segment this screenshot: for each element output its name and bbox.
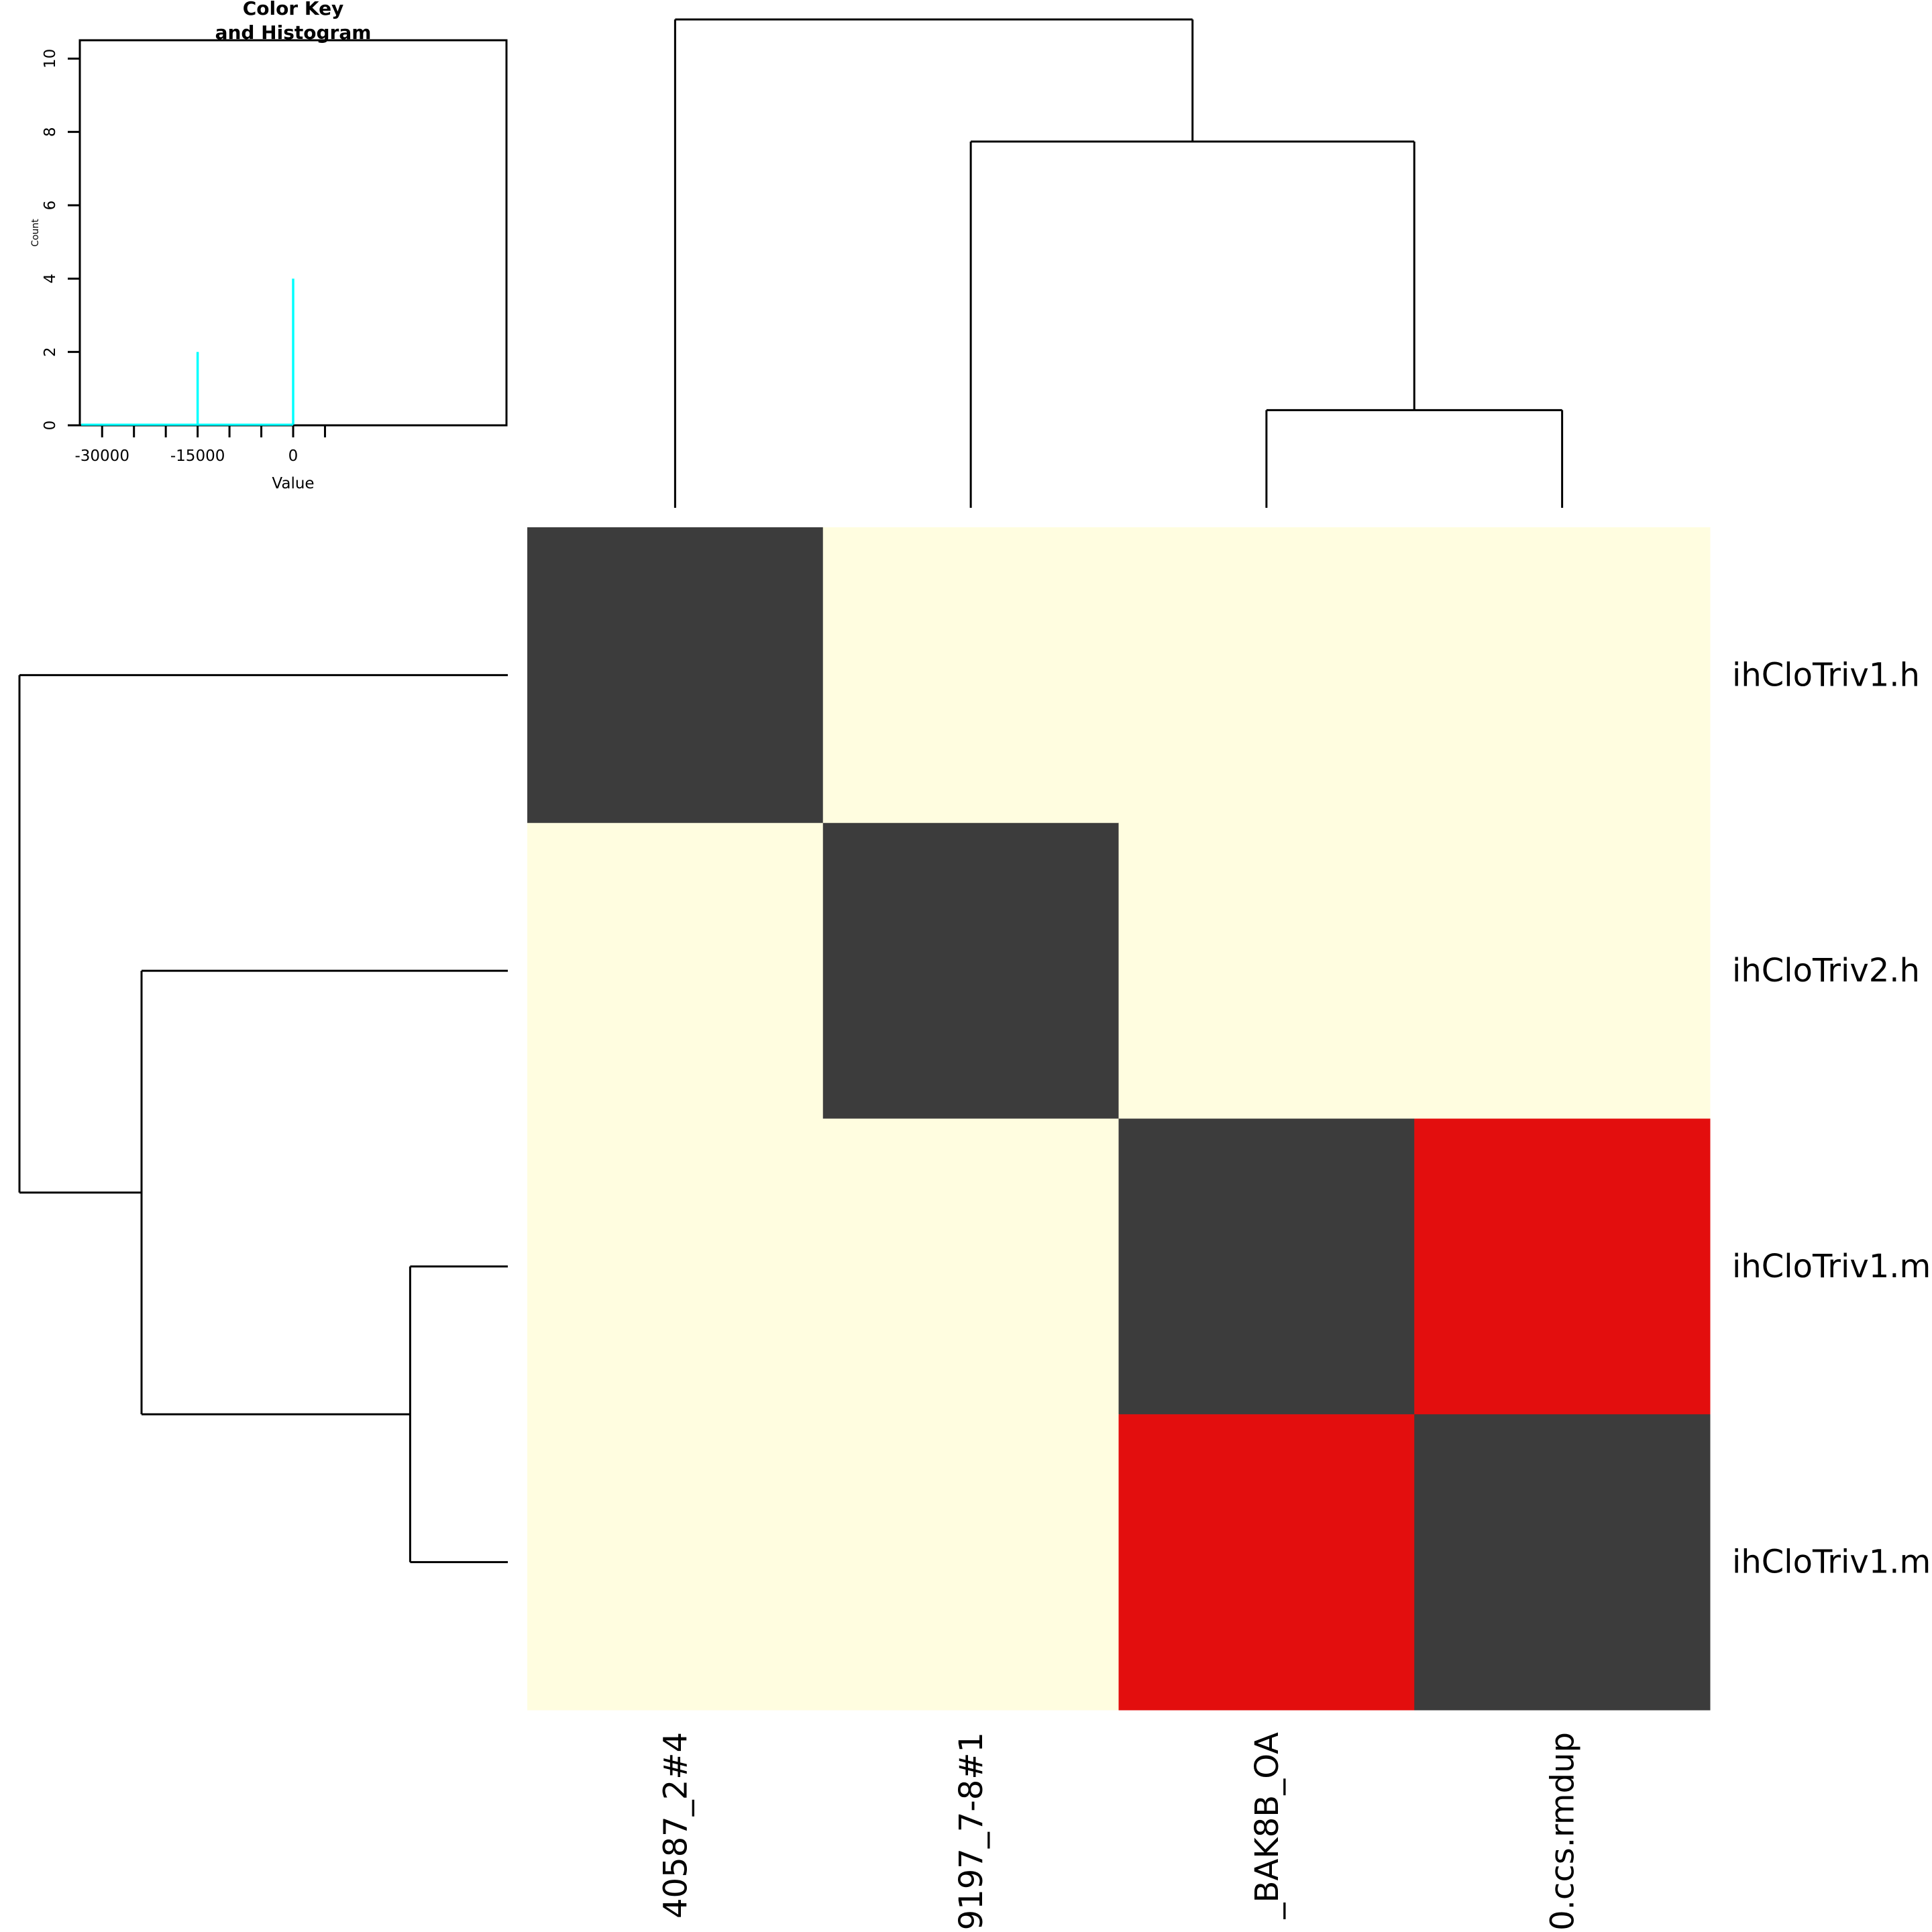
x-tick-label: -15000 <box>170 447 225 465</box>
row-label: ihCloTriv1.m <box>1732 1544 1931 1581</box>
y-tick-label: 2 <box>42 347 59 357</box>
heatmap-cell <box>1118 1118 1415 1415</box>
x-axis-label: Value <box>272 475 314 492</box>
heatmap-cell <box>1414 1414 1711 1711</box>
heatmap-cell <box>527 1414 824 1711</box>
heatmap-cell <box>1118 822 1415 1119</box>
heatmap-cell <box>527 1118 824 1415</box>
heatmap-cells <box>527 527 1711 1711</box>
y-tick-label: 4 <box>42 274 59 284</box>
heatmap-cell <box>527 527 824 824</box>
row-dendrogram <box>18 674 508 1564</box>
heatmap-cell <box>822 822 1119 1119</box>
column-label: _BAK8B_OA <box>1248 1732 1286 1920</box>
row-labels: ihCloTriv1.h ihCloTriv2.h ihCloTriv1.m ihCl… <box>1732 656 1931 1580</box>
column-label: 9197_7-8#1 <box>953 1732 990 1930</box>
heatmap-cell <box>527 822 824 1119</box>
heatmap-cell <box>1414 527 1711 824</box>
row-label: ihCloTriv1.h <box>1732 656 1920 694</box>
column-label: 40587_2#4 <box>657 1732 694 1919</box>
color-key: Color Key and Histogram -30000 -15000 0 Value… <box>30 0 508 492</box>
column-label: 0.ccs.rmdup <box>1544 1732 1582 1931</box>
y-tick-label: 6 <box>42 201 59 211</box>
heatmap-cell <box>1118 527 1415 824</box>
y-tick-label: 8 <box>42 127 59 137</box>
y-axis-label: Count <box>30 219 41 247</box>
heatmap-cell <box>822 1414 1119 1711</box>
y-tick-label: 10 <box>42 49 59 68</box>
y-tick-label: 0 <box>42 421 59 431</box>
x-tick-label: -30000 <box>74 447 129 465</box>
column-labels: 40587_2#4 9197_7-8#1 _BAK8B_OA 0.ccs.rmdup <box>657 1732 1581 1931</box>
heatmap-cell <box>822 527 1119 824</box>
heatmap-cell <box>1414 1118 1711 1415</box>
column-dendrogram <box>674 18 1564 508</box>
heatmap-cell <box>1414 822 1711 1119</box>
heatmap-cell <box>1118 1414 1415 1711</box>
color-key-title: Color Key <box>243 0 344 19</box>
x-tick-label: 0 <box>288 447 299 465</box>
color-key-subtitle: and Histogram <box>215 21 372 44</box>
row-label: ihCloTriv1.m <box>1732 1248 1931 1285</box>
heatmap-cell <box>822 1118 1119 1415</box>
row-label: ihCloTriv2.h <box>1732 952 1920 989</box>
